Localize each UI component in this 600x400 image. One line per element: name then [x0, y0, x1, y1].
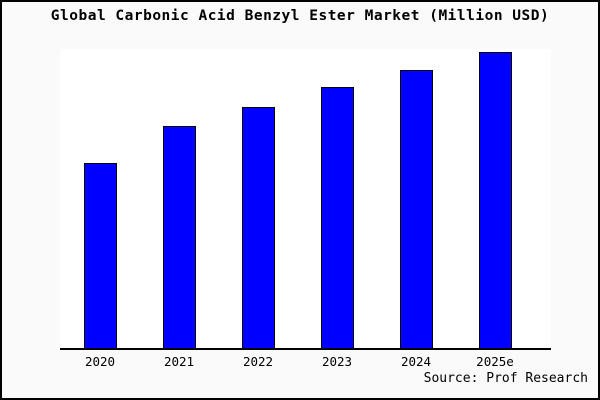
bar-2022 [242, 107, 275, 348]
chart-title: Global Carbonic Acid Benzyl Ester Market… [50, 8, 550, 24]
x-tick-label-2022: 2022 [242, 354, 274, 369]
bar-2021 [163, 126, 196, 348]
x-tick-label-2024: 2024 [400, 354, 432, 369]
x-tick-label-2020: 2020 [84, 354, 116, 369]
bar-2025e [479, 52, 512, 348]
x-tick-label-2025e: 2025e [476, 354, 514, 369]
source-note: Source: Prof Research [423, 371, 588, 386]
plot-area [60, 49, 551, 350]
x-tick-label-2023: 2023 [321, 354, 353, 369]
bar-2023 [321, 87, 354, 348]
x-tick-label-2021: 2021 [163, 354, 195, 369]
x-axis-labels: 2020 2021 2022 2023 2024 2025e [2, 354, 598, 370]
bar-2024 [400, 70, 433, 348]
bar-2020 [84, 163, 117, 348]
